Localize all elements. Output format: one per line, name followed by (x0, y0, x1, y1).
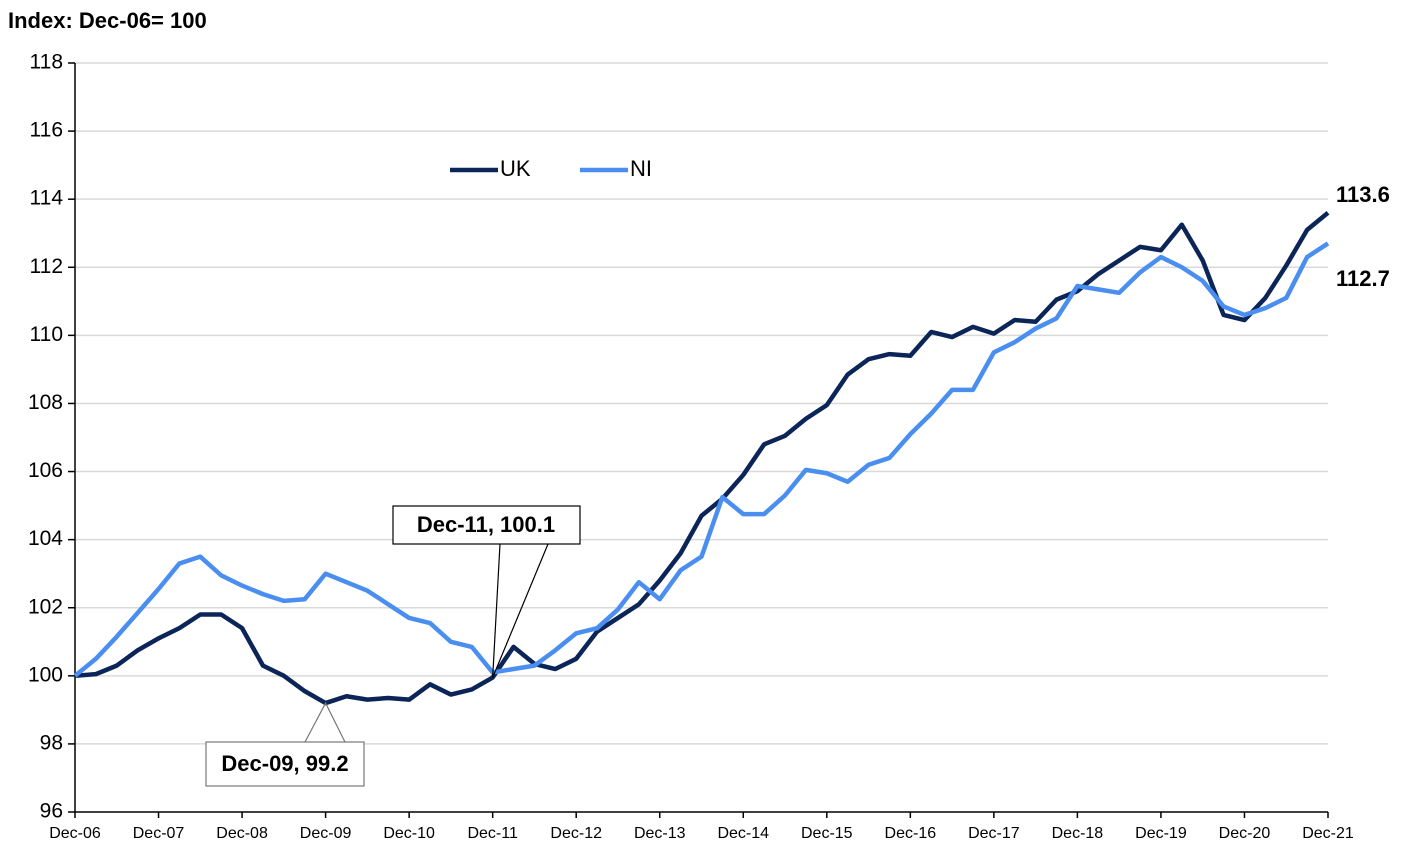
x-tick-label: Dec-17 (968, 825, 1020, 842)
y-tick-label: 104 (28, 527, 63, 550)
y-tick-label: 110 (30, 323, 63, 346)
x-tick-label: Dec-10 (383, 825, 435, 842)
x-tick-label: Dec-20 (1219, 825, 1271, 842)
legend-label: UK (500, 156, 531, 181)
y-tick-label: 114 (30, 187, 64, 210)
x-tick-label: Dec-06 (49, 825, 101, 842)
line-series (74, 211, 1330, 706)
callout-line (492, 543, 501, 678)
x-tick-label: Dec-12 (550, 825, 602, 842)
callout-line (492, 543, 549, 678)
x-tick-label: Dec-08 (216, 825, 268, 842)
x-tick-label: Dec-18 (1052, 825, 1104, 842)
callout-box (205, 741, 365, 787)
legend-label: NI (630, 156, 652, 181)
y-axis-label: Index: Dec-06= 100 (8, 8, 207, 33)
x-tick-label: Dec-19 (1135, 825, 1187, 842)
callout-line (304, 701, 346, 743)
y-tick-label: 116 (30, 119, 63, 142)
annotation: Dec-09, 99.2 (221, 751, 348, 776)
x-tick-label: Dec-16 (885, 825, 937, 842)
x-tick-label: Dec-11 (467, 825, 517, 842)
x-tick-label: Dec-13 (634, 825, 686, 842)
x-tick-label: Dec-14 (717, 825, 769, 842)
y-tick-label: 112 (30, 255, 63, 278)
line-series (73, 241, 1330, 678)
x-tick-label: Dec-21 (1302, 825, 1354, 842)
x-tick-label: Dec-15 (801, 825, 853, 842)
x-tick-label: Dec-09 (300, 825, 352, 842)
y-tick-label: 106 (28, 459, 63, 482)
y-tick-label: 96 (40, 800, 63, 823)
y-tick-label: 98 (40, 731, 63, 754)
callout-box (392, 505, 581, 545)
y-tick-label: 118 (30, 51, 63, 74)
annotation: 112.7 (1336, 266, 1390, 291)
y-tick-label: 108 (28, 391, 63, 414)
y-tick-label: 100 (28, 663, 63, 686)
y-tick-label: 102 (28, 595, 63, 618)
annotation: Dec-11, 100.1 (417, 512, 555, 537)
annotation: 113.6 (1336, 182, 1390, 207)
x-tick-label: Dec-07 (133, 825, 185, 842)
